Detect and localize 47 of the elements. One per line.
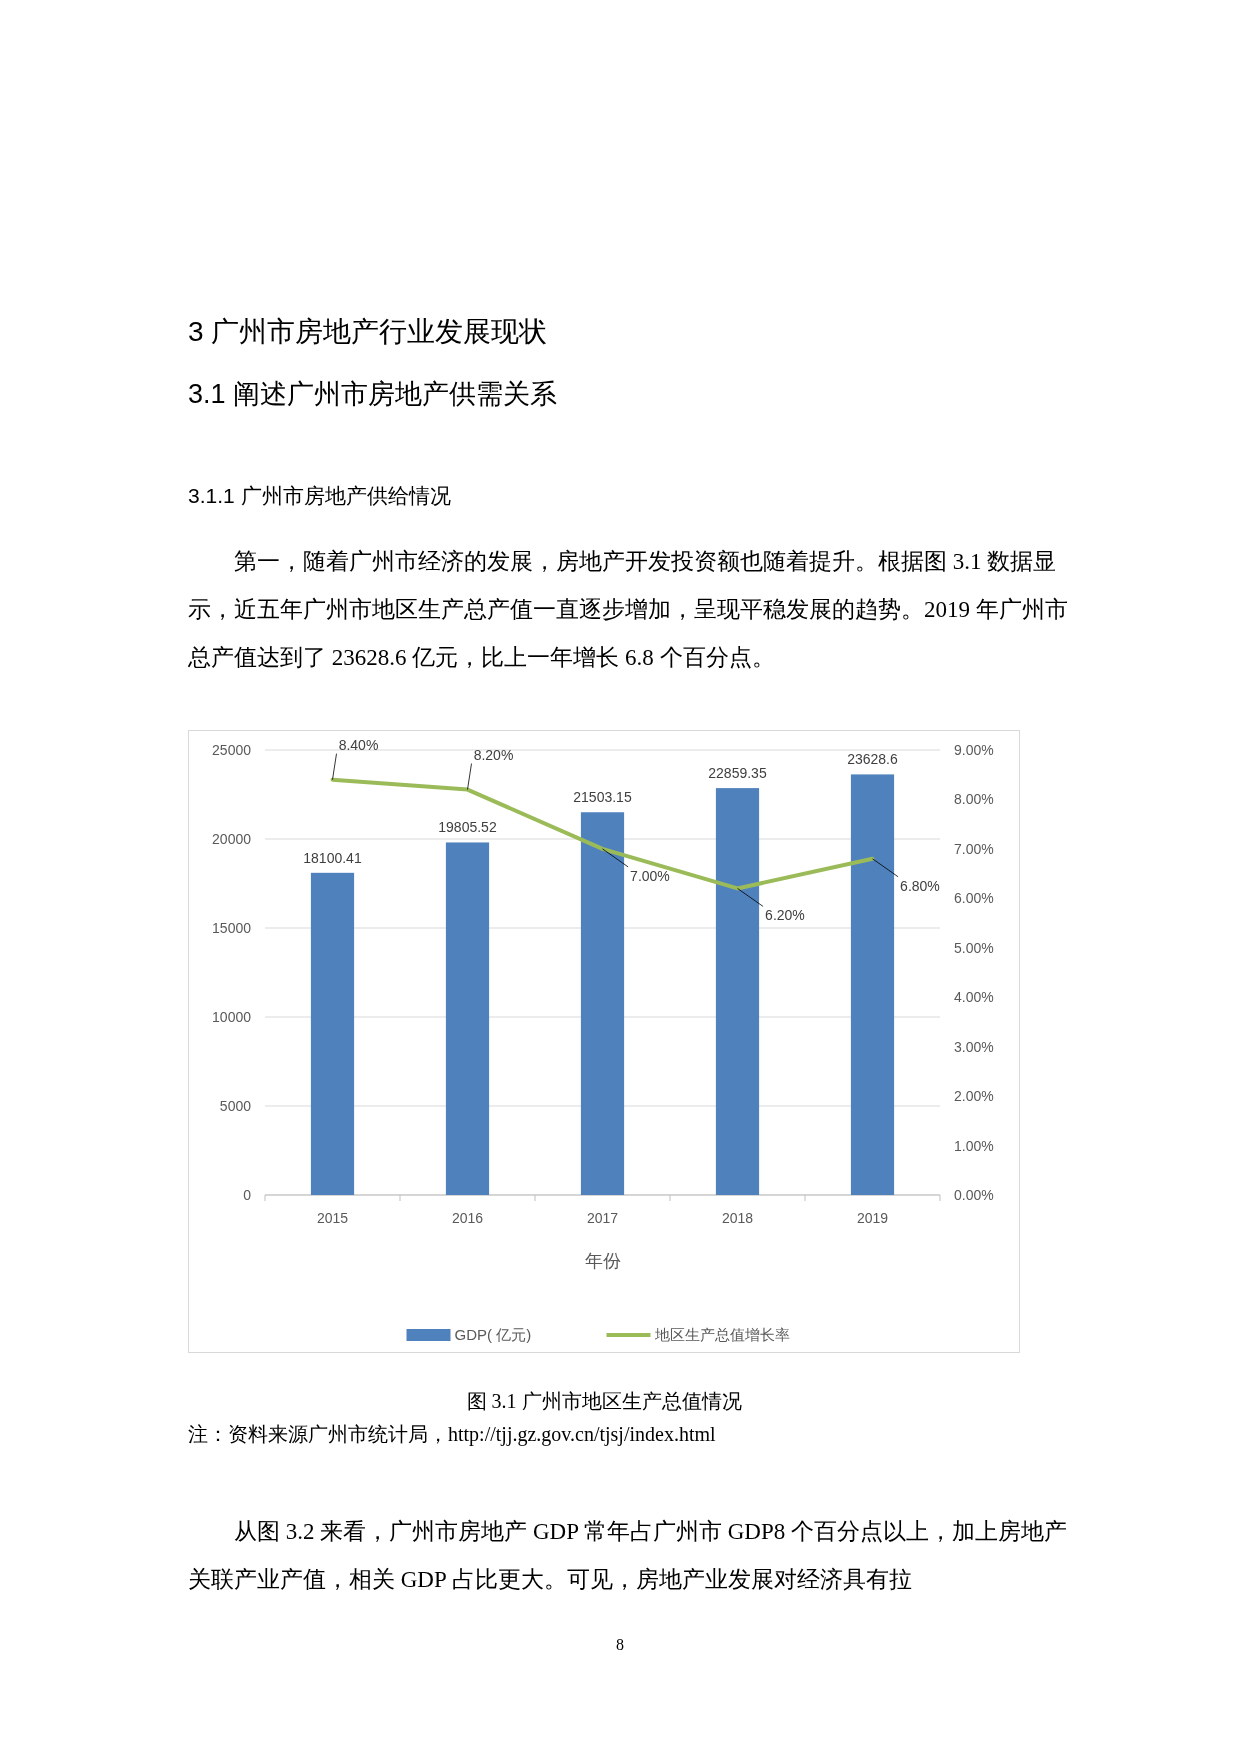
y2-tick-label: 7.00%	[954, 840, 994, 857]
x-tick-label: 2018	[721, 1210, 754, 1226]
y2-tick-label: 2.00%	[954, 1088, 994, 1105]
y2-tick-label: 4.00%	[954, 989, 994, 1006]
y-tick-label: 25000	[212, 742, 252, 758]
x-tick-label: 2016	[451, 1210, 484, 1226]
data-label: 8.40%	[338, 736, 379, 753]
data-label: 22859.35	[708, 765, 767, 782]
y-tick-label: 20000	[212, 831, 252, 847]
y2-tick-label: 9.00%	[954, 742, 994, 758]
text: 注：资料来源广州市统计局，http://tjj.gz.gov.cn/tjsj/index.html	[188, 1422, 716, 1448]
data-label: 19805.52	[438, 819, 497, 836]
bar	[445, 842, 490, 1195]
legend-label: 地区生产总值增长率	[653, 1326, 790, 1343]
x-tick-label: 2017	[586, 1210, 619, 1226]
x-tick-label: 2019	[856, 1210, 889, 1226]
text: 3.1.1 广州市房地产供给情况	[188, 483, 451, 509]
data-label: 6.20%	[765, 907, 805, 924]
x-tick-label: 2015	[316, 1210, 349, 1226]
bar	[310, 872, 355, 1195]
y2-tick-label: 5.00%	[954, 939, 994, 956]
text: 8	[615, 1636, 625, 1654]
y-tick-label: 10000	[212, 1009, 252, 1025]
text: 3.1 阐述广州市房地产供需关系	[188, 378, 558, 411]
text: 3 广州市房地产行业发展现状	[188, 315, 548, 349]
text: 第一，随着广州市经济的发展，房地产开发投资额也随着提升。根据图 3.1 数据显示，近五年广州市地区生产总产值一直逐步增加，呈现平稳发展的趋势。2019 年广州市总产值达到了 23628.6 亿元，比上一年增长 6.8 个百分点。	[188, 548, 1069, 672]
y2-tick-label: 6.00%	[954, 890, 994, 907]
data-label: 23628.6	[847, 751, 899, 768]
y2-tick-label: 8.00%	[954, 791, 994, 808]
data-label: 7.00%	[630, 867, 670, 884]
y-tick-label: 0	[243, 1187, 252, 1203]
y-tick-label: 5000	[219, 1098, 252, 1114]
text: 图 3.1 广州市地区生产总值情况	[465, 1389, 743, 1414]
data-label: 21503.15	[573, 789, 632, 806]
x-axis-title: 年份	[584, 1251, 621, 1271]
legend-label: GDP( 亿元)	[454, 1326, 532, 1343]
data-label: 8.20%	[473, 746, 514, 763]
bar	[580, 812, 625, 1195]
y2-tick-label: 3.00%	[954, 1038, 994, 1055]
y2-tick-label: 0.00%	[954, 1187, 994, 1203]
bar	[850, 774, 895, 1195]
text: 从图 3.2 来看，广州市房地产 GDP 常年占广州市 GDP8 个百分点以上，加上房地产关联产业产值，相关 GDP 占比更大。可见，房地产业发展对经济具有拉	[188, 1518, 1068, 1594]
data-label: 6.80%	[900, 877, 940, 894]
y-tick-label: 15000	[212, 920, 252, 936]
y2-tick-label: 1.00%	[954, 1137, 994, 1154]
bar	[715, 788, 760, 1195]
data-label: 18100.41	[303, 849, 362, 866]
